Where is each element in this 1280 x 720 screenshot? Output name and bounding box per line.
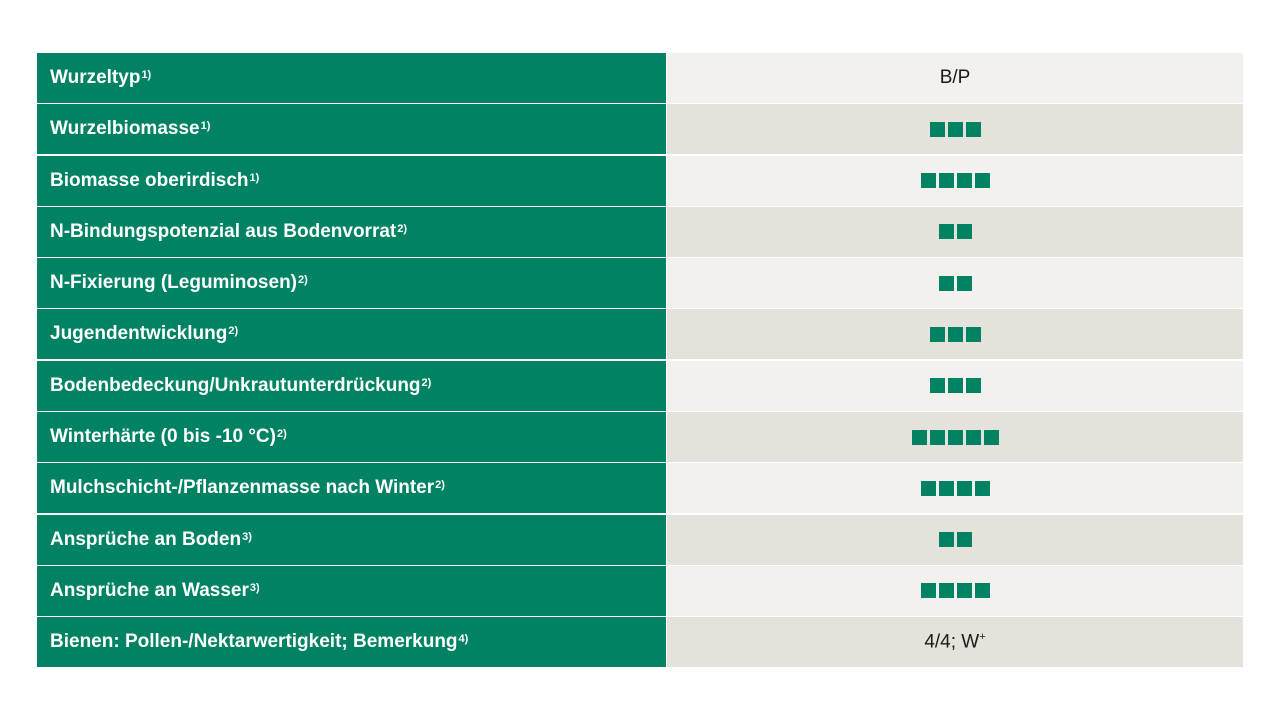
rating-square bbox=[974, 173, 990, 189]
row-label: Winterhärte (0 bis -10 °C) 2) bbox=[37, 412, 666, 463]
rating-square bbox=[956, 583, 972, 599]
rating-square bbox=[920, 583, 936, 599]
rating-square bbox=[938, 275, 954, 291]
rating-square bbox=[965, 378, 981, 394]
rating-square bbox=[911, 429, 927, 445]
rating-square bbox=[947, 326, 963, 342]
rating-square bbox=[929, 429, 945, 445]
rating-squares bbox=[938, 224, 972, 240]
row-value bbox=[667, 360, 1243, 411]
table-row: Mulchschicht-/Pflanzenmasse nach Winter 2… bbox=[37, 463, 1243, 514]
row-value bbox=[667, 104, 1243, 155]
row-label: Ansprüche an Boden 3) bbox=[37, 514, 666, 565]
rating-square bbox=[965, 121, 981, 137]
rating-square bbox=[956, 173, 972, 189]
rating-square bbox=[929, 326, 945, 342]
rating-square bbox=[983, 429, 999, 445]
value-text: 4/4; W+ bbox=[924, 631, 986, 653]
row-value: B/P bbox=[667, 53, 1243, 103]
rating-square bbox=[956, 480, 972, 496]
table-row: Jugendentwicklung 2) bbox=[37, 309, 1243, 360]
rating-square bbox=[947, 121, 963, 137]
rating-square bbox=[938, 480, 954, 496]
rating-squares bbox=[938, 275, 972, 291]
row-value bbox=[667, 155, 1243, 206]
table-row: Biomasse oberirdisch 1) bbox=[37, 155, 1243, 206]
row-value bbox=[667, 309, 1243, 360]
rating-square bbox=[938, 583, 954, 599]
rating-square bbox=[947, 378, 963, 394]
rating-square bbox=[974, 480, 990, 496]
rating-square bbox=[974, 583, 990, 599]
table-row: Winterhärte (0 bis -10 °C) 2) bbox=[37, 412, 1243, 463]
row-label: N-Bindungspotenzial aus Bodenvorrat 2) bbox=[37, 206, 666, 257]
rating-square bbox=[956, 532, 972, 548]
row-value bbox=[667, 463, 1243, 514]
table-row: Bienen: Pollen-/Nektarwertigkeit; Bemerk… bbox=[37, 617, 1243, 668]
table-row: Wurzelbiomasse 1) bbox=[37, 104, 1243, 155]
row-label: Bodenbedeckung/Unkrautunterdrückung 2) bbox=[37, 360, 666, 411]
rating-square bbox=[956, 275, 972, 291]
table-row: N-Bindungspotenzial aus Bodenvorrat 2) bbox=[37, 206, 1243, 257]
rating-square bbox=[938, 532, 954, 548]
rating-square bbox=[938, 224, 954, 240]
table-row: Bodenbedeckung/Unkrautunterdrückung 2) bbox=[37, 360, 1243, 411]
rating-squares bbox=[929, 378, 981, 394]
rating-square bbox=[938, 173, 954, 189]
rating-squares bbox=[911, 429, 999, 445]
row-label: Biomasse oberirdisch 1) bbox=[37, 155, 666, 206]
row-label: Mulchschicht-/Pflanzenmasse nach Winter 2… bbox=[37, 463, 666, 514]
row-value bbox=[667, 412, 1243, 463]
rating-square bbox=[929, 378, 945, 394]
rating-squares bbox=[929, 326, 981, 342]
row-value bbox=[667, 206, 1243, 257]
rating-square bbox=[920, 480, 936, 496]
rating-squares bbox=[938, 532, 972, 548]
row-label: Jugendentwicklung 2) bbox=[37, 309, 666, 360]
value-text: B/P bbox=[939, 67, 971, 88]
rating-squares bbox=[920, 583, 990, 599]
row-label: N-Fixierung (Leguminosen) 2) bbox=[37, 258, 666, 309]
table-row: N-Fixierung (Leguminosen) 2) bbox=[37, 258, 1243, 309]
rating-squares bbox=[920, 480, 990, 496]
rating-square bbox=[947, 429, 963, 445]
properties-table: Wurzeltyp 1) B/P Wurzelbiomasse 1) Biomass… bbox=[37, 53, 1243, 669]
table-row: Wurzeltyp 1) B/P bbox=[37, 53, 1243, 103]
rating-square bbox=[929, 121, 945, 137]
table-row: Ansprüche an Boden 3) bbox=[37, 514, 1243, 565]
rating-square bbox=[956, 224, 972, 240]
rating-square bbox=[965, 429, 981, 445]
row-value bbox=[667, 514, 1243, 565]
rating-square bbox=[965, 326, 981, 342]
rating-squares bbox=[920, 173, 990, 189]
row-label: Wurzeltyp 1) bbox=[37, 53, 666, 103]
row-value bbox=[667, 565, 1243, 616]
row-label: Bienen: Pollen-/Nektarwertigkeit; Bemerk… bbox=[37, 617, 666, 668]
row-label: Wurzelbiomasse 1) bbox=[37, 104, 666, 155]
rating-square bbox=[920, 173, 936, 189]
row-value: 4/4; W+ bbox=[667, 617, 1243, 668]
row-label: Ansprüche an Wasser 3) bbox=[37, 565, 666, 616]
rating-squares bbox=[929, 121, 981, 137]
row-value bbox=[667, 258, 1243, 309]
table-row: Ansprüche an Wasser 3) bbox=[37, 565, 1243, 616]
